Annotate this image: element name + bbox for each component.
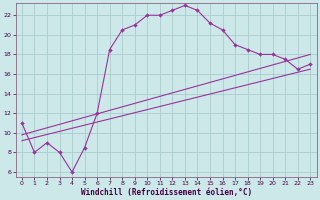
X-axis label: Windchill (Refroidissement éolien,°C): Windchill (Refroidissement éolien,°C) <box>81 188 252 197</box>
